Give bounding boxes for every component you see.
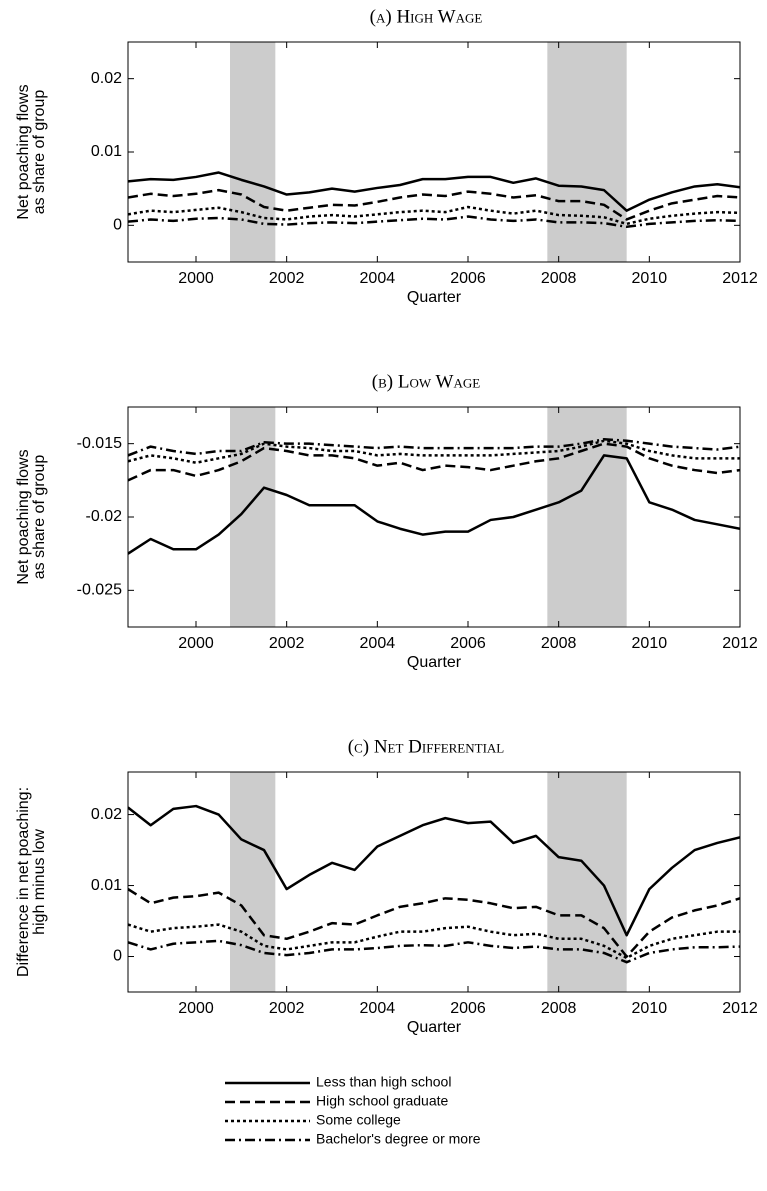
y-axis-label: high minus low	[31, 829, 48, 935]
plot-frame	[127, 771, 741, 993]
series-line	[128, 205, 740, 226]
legend-label: Bachelor's degree or more	[316, 1131, 481, 1147]
series-line	[128, 454, 740, 555]
x-tick-label: 2004	[360, 270, 396, 287]
x-tick-label: 2006	[450, 270, 486, 287]
series-line	[128, 888, 740, 958]
recession-shade	[230, 772, 276, 992]
x-tick-label: 2010	[632, 1000, 668, 1017]
legend-label: Less than high school	[316, 1074, 451, 1090]
chart-title: (c) Net Differential	[348, 736, 505, 757]
recession-shade	[547, 772, 627, 992]
chart-title: (b) Low Wage	[372, 371, 480, 392]
plot-frame	[127, 41, 741, 263]
y-tick-label: 0.02	[91, 806, 122, 823]
x-axis-label: Quarter	[407, 289, 462, 306]
series-line	[128, 939, 740, 964]
x-tick-label: 2010	[632, 635, 668, 652]
y-tick-label: 0	[113, 948, 122, 965]
y-tick-label: 0	[113, 217, 122, 234]
x-tick-label: 2000	[178, 270, 214, 287]
x-tick-label: 2004	[360, 1000, 396, 1017]
x-tick-label: 2006	[450, 635, 486, 652]
series-line	[128, 439, 740, 464]
x-axis-label: Quarter	[407, 654, 462, 671]
y-axis-label: Net poaching flows	[15, 449, 32, 584]
x-tick-label: 2008	[541, 635, 577, 652]
y-axis-label: as share of group	[31, 455, 48, 580]
y-axis-label: as share of group	[31, 90, 48, 215]
legend-label: High school graduate	[316, 1093, 449, 1109]
x-tick-label: 2012	[722, 1000, 758, 1017]
x-tick-label: 2006	[450, 1000, 486, 1017]
recession-shade	[547, 42, 627, 262]
x-tick-label: 2002	[269, 270, 305, 287]
recession-shade	[230, 42, 276, 262]
recession-shade	[547, 407, 627, 627]
x-tick-label: 2012	[722, 635, 758, 652]
x-tick-label: 2004	[360, 635, 396, 652]
series-line	[128, 188, 740, 221]
plot-frame	[127, 406, 741, 628]
series-line	[128, 923, 740, 960]
y-tick-label: 0.01	[91, 143, 122, 160]
y-tick-label: -0.015	[77, 435, 122, 452]
series-line	[128, 804, 740, 937]
y-axis-label: Net poaching flows	[15, 84, 32, 219]
x-tick-label: 2008	[541, 270, 577, 287]
x-tick-label: 2000	[178, 1000, 214, 1017]
x-tick-label: 2002	[269, 1000, 305, 1017]
x-axis-label: Quarter	[407, 1019, 462, 1036]
y-tick-label: 0.02	[91, 70, 122, 87]
series-line	[128, 171, 740, 212]
x-tick-label: 2008	[541, 1000, 577, 1017]
series-line	[128, 438, 740, 457]
y-tick-label: -0.02	[86, 508, 123, 525]
x-tick-label: 2010	[632, 270, 668, 287]
y-tick-label: 0.01	[91, 877, 122, 894]
y-axis-label: Difference in net poaching:	[15, 787, 32, 977]
y-tick-label: -0.025	[77, 582, 122, 599]
series-line	[128, 215, 740, 229]
x-tick-label: 2000	[178, 635, 214, 652]
legend-label: Some college	[316, 1112, 401, 1128]
x-tick-label: 2002	[269, 635, 305, 652]
chart-title: (a) High Wage	[370, 6, 483, 27]
series-line	[128, 442, 740, 482]
x-tick-label: 2012	[722, 270, 758, 287]
